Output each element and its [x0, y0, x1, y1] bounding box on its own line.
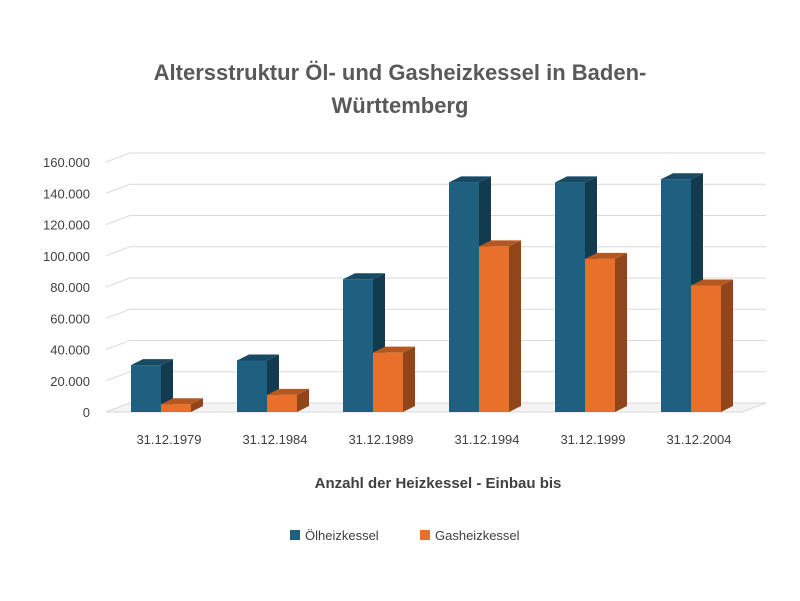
- bar-gas-2: [267, 388, 309, 412]
- x-tick-label: 31.12.1984: [242, 432, 307, 447]
- y-tick-label: 60.000: [50, 311, 90, 326]
- legend-swatch: [420, 530, 430, 540]
- y-tick-label: 100.000: [43, 249, 90, 264]
- legend: Ölheizkessel Gasheizkessel: [290, 528, 520, 543]
- legend-label: Ölheizkessel: [305, 528, 379, 543]
- x-tick-label: 31.12.1979: [136, 432, 201, 447]
- gridline: [105, 215, 131, 225]
- bar-gas-5: [585, 252, 627, 412]
- y-tick-label: 80.000: [50, 280, 90, 295]
- x-axis-title: Anzahl der Heizkessel - Einbau bis: [315, 475, 562, 492]
- x-tick-label: 31.12.2004: [666, 432, 731, 447]
- bar-gas-4: [479, 240, 521, 412]
- gridline: [105, 183, 131, 194]
- x-tick-label: 31.12.1989: [348, 432, 413, 447]
- bar-oel-1: [131, 359, 173, 412]
- bar-gas-6: [691, 279, 733, 412]
- x-axis-ticks: 31.12.1979 31.12.1984 31.12.1989 31.12.1994…: [136, 432, 731, 447]
- legend-item: Gasheizkessel: [420, 528, 520, 543]
- y-tick-label: 140.000: [43, 186, 90, 201]
- gridline: [105, 246, 131, 257]
- y-tick-label: 160.000: [43, 155, 90, 170]
- bar-gas-1: [161, 398, 203, 412]
- chart-title: Altersstruktur Öl- und Gasheizkessel in …: [153, 60, 647, 118]
- y-tick-label: 120.000: [43, 218, 90, 233]
- gridline: [105, 277, 131, 288]
- gridline: [105, 371, 131, 382]
- legend-item: Ölheizkessel: [290, 528, 379, 543]
- x-tick-label: 31.12.1999: [560, 432, 625, 447]
- gridline: [105, 340, 131, 350]
- y-tick-label: 0: [83, 405, 90, 420]
- x-tick-label: 31.12.1994: [454, 432, 519, 447]
- y-tick-label: 20.000: [50, 374, 90, 389]
- bars: [131, 173, 733, 412]
- legend-label: Gasheizkessel: [435, 528, 520, 543]
- gridline: [105, 308, 131, 319]
- y-axis-ticks: 0 20.000 40.000 60.000 80.000 100.000 120.000 1…: [43, 155, 90, 420]
- bar-gas-3: [373, 346, 415, 412]
- gridline: [105, 152, 131, 163]
- y-tick-label: 40.000: [50, 343, 90, 358]
- legend-swatch: [290, 530, 300, 540]
